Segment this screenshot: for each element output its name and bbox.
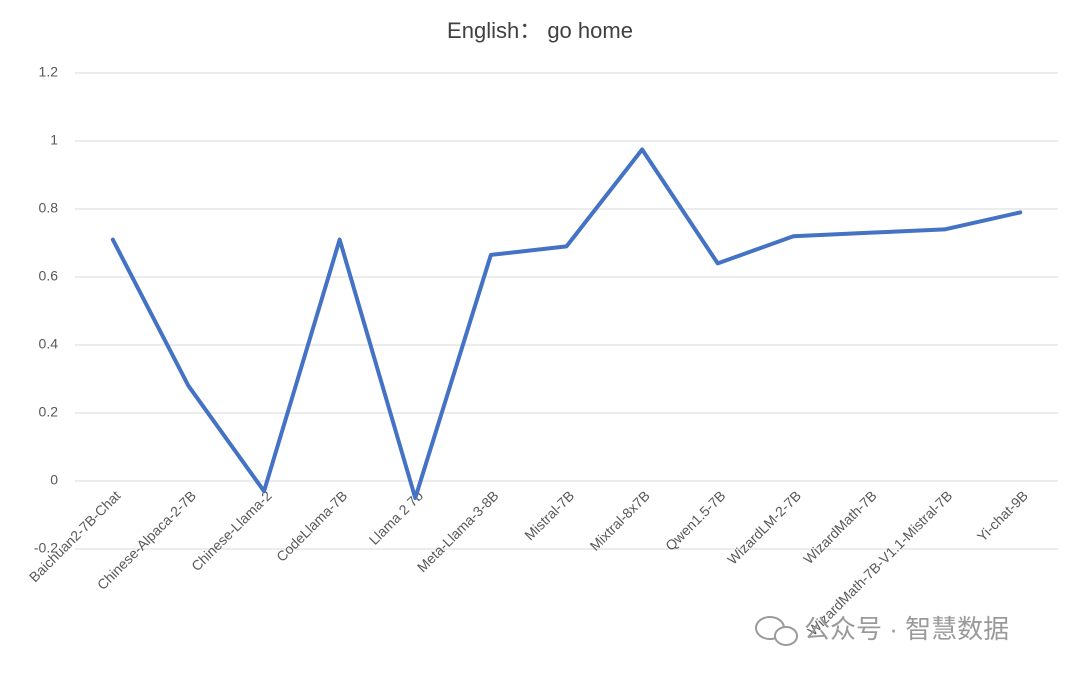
watermark-icon: [755, 616, 798, 646]
y-tick-label: 1.2: [39, 64, 59, 80]
y-tick-label: -0.2: [34, 540, 58, 556]
data-line: [110, 147, 1023, 500]
y-tick-label: 0.4: [39, 336, 59, 352]
y-tick-label: 0.8: [39, 200, 59, 216]
y-tick-label: 0: [50, 472, 58, 488]
y-tick-label: 0.6: [39, 268, 59, 284]
y-tick-label: 1: [50, 132, 58, 148]
y-tick-label: 0.2: [39, 404, 59, 420]
chart-title: English： go home: [447, 18, 633, 43]
watermark: 公众号 · 智慧数据: [804, 614, 1009, 644]
